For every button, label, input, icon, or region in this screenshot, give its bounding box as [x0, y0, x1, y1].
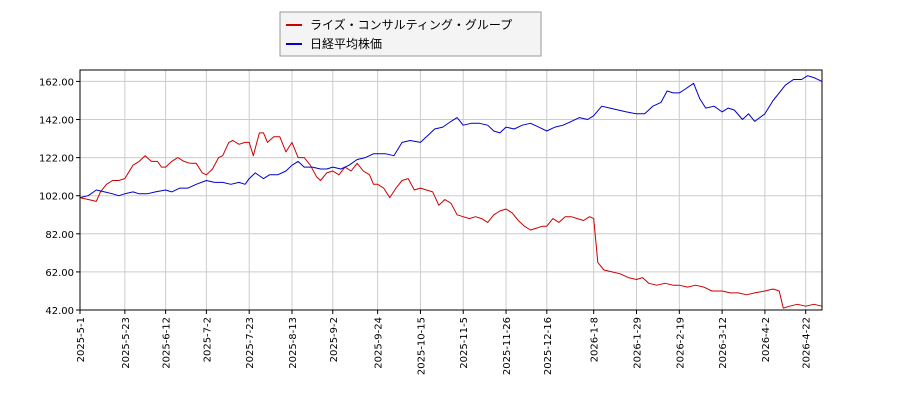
x-tick-label: 2025-5-1 [76, 317, 87, 362]
x-tick-label: 2025-8-13 [288, 317, 299, 369]
x-tick-label: 2025-6-12 [162, 317, 173, 369]
x-tick-label: 2025-9-2 [329, 317, 340, 362]
x-tick-label: 2026-4-2 [761, 317, 772, 362]
x-tick-label: 2026-2-19 [675, 317, 686, 369]
y-tick-label: 42.00 [45, 306, 74, 317]
x-tick-label: 2025-12-16 [543, 317, 554, 375]
x-tick-label: 2025-7-23 [245, 317, 256, 369]
x-tick-label: 2026-1-8 [590, 317, 601, 362]
x-tick-label: 2026-3-12 [718, 317, 729, 369]
axes: 42.00 62.00 82.00 102.00 122.00 142.00 162.00 2… [39, 77, 813, 375]
x-tick-label: 2025-7-2 [202, 317, 213, 362]
x-tick-label: 2025-11-5 [459, 317, 470, 369]
x-tick-label: 2025-9-24 [374, 317, 385, 369]
x-tick-label: 2025-10-15 [416, 317, 427, 375]
y-tick-label: 162.00 [39, 77, 74, 88]
legend-box [279, 11, 542, 57]
y-tick-label: 62.00 [45, 268, 74, 279]
legend-label-0: ライズ・コンサルティング・グループ [310, 17, 512, 32]
series-line-0 [79, 132, 823, 309]
y-tick-label: 122.00 [39, 154, 74, 165]
x-tick-label: 2025-5-23 [121, 317, 132, 369]
y-tick-label: 142.00 [39, 116, 74, 127]
series-line-1 [79, 75, 823, 199]
plot-area-frame [79, 69, 823, 311]
series-lines [79, 75, 823, 309]
x-tick-label: 2025-11-26 [502, 317, 513, 375]
x-tick-label: 2026-4-22 [802, 317, 813, 369]
y-tick-label: 82.00 [45, 230, 74, 241]
legend-label-1: 日経平均株価 [310, 36, 382, 51]
grid [79, 70, 822, 311]
x-tick-label: 2026-1-29 [633, 317, 644, 369]
y-tick-label: 102.00 [39, 192, 74, 203]
